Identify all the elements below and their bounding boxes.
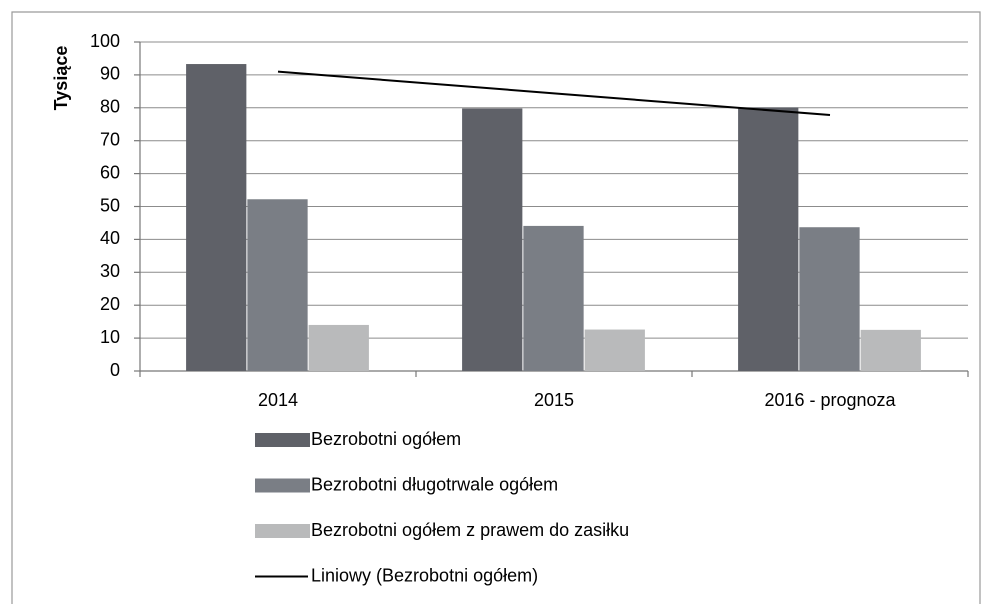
legend-swatch: [255, 524, 310, 538]
bar: [186, 64, 247, 371]
y-tick-label: 80: [100, 97, 120, 117]
bar: [523, 225, 584, 371]
bar: [462, 108, 523, 371]
bar: [247, 199, 308, 371]
bar: [860, 329, 921, 371]
legend-label: Bezrobotni ogółem z prawem do zasiłku: [311, 520, 629, 540]
y-tick-label: 90: [100, 64, 120, 84]
bar: [738, 107, 799, 371]
y-tick-label: 70: [100, 129, 120, 149]
y-tick-label: 100: [90, 31, 120, 51]
legend-label: Bezrobotni długotrwale ogółem: [311, 474, 558, 494]
bar: [584, 329, 645, 371]
y-tick-label: 40: [100, 228, 120, 248]
bar: [308, 324, 369, 371]
x-tick-label: 2016 - prognoza: [764, 390, 896, 410]
bar: [799, 227, 860, 371]
chart-frame: [11, 11, 981, 604]
legend-label: Bezrobotni ogółem: [311, 429, 461, 449]
legend-swatch: [255, 433, 310, 447]
legend-swatch: [255, 478, 310, 493]
y-tick-label: 30: [100, 261, 120, 281]
trend-line: [277, 70, 831, 117]
y-tick-label: 20: [100, 294, 120, 314]
y-tick-label: 10: [100, 327, 120, 347]
x-tick-label: 2015: [534, 390, 574, 410]
y-tick-label: 50: [100, 195, 120, 215]
y-tick-label: 60: [100, 162, 120, 182]
y-tick-label: 0: [110, 360, 120, 380]
legend-label: Liniowy (Bezrobotni ogółem): [311, 565, 538, 585]
y-axis-label: Tysiące: [51, 46, 71, 111]
x-tick-label: 2014: [258, 390, 298, 410]
